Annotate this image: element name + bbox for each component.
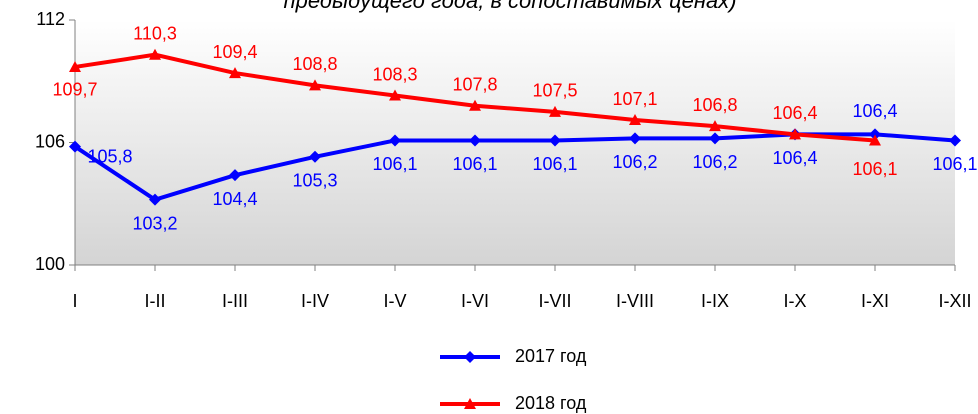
point bbox=[389, 89, 401, 101]
point bbox=[549, 105, 561, 117]
point bbox=[709, 120, 721, 132]
data-label: 104,4 bbox=[212, 189, 257, 209]
point bbox=[469, 134, 481, 147]
data-label: 108,3 bbox=[372, 64, 417, 84]
point bbox=[229, 169, 241, 182]
point bbox=[309, 79, 321, 91]
point bbox=[309, 150, 321, 163]
point bbox=[869, 128, 881, 141]
data-label: 108,8 bbox=[292, 54, 337, 74]
data-label: 107,5 bbox=[532, 81, 577, 101]
y-tick-label: 106 bbox=[35, 131, 65, 151]
point bbox=[869, 134, 881, 146]
x-tick-label: I-III bbox=[222, 291, 248, 311]
x-tick-label: I-XI bbox=[861, 291, 889, 311]
data-label: 107,8 bbox=[452, 75, 497, 95]
point bbox=[389, 134, 401, 147]
data-label: 106,4 bbox=[772, 148, 817, 168]
point bbox=[629, 114, 641, 126]
data-label: 106,1 bbox=[372, 154, 417, 174]
legend-marker bbox=[464, 351, 476, 363]
data-label: 106,8 bbox=[692, 95, 737, 115]
point bbox=[469, 99, 481, 111]
plot-area bbox=[75, 20, 955, 265]
legend-label: 2018 год bbox=[515, 393, 587, 413]
point bbox=[229, 67, 241, 79]
data-label: 109,4 bbox=[212, 42, 257, 62]
data-label: 109,7 bbox=[52, 80, 97, 100]
point bbox=[549, 134, 561, 147]
legend-label: 2017 год bbox=[515, 346, 587, 366]
x-tick-label: I-II bbox=[145, 291, 166, 311]
data-label: 106,1 bbox=[852, 159, 897, 179]
x-tick-label: I-X bbox=[783, 291, 806, 311]
x-tick-label: I-IV bbox=[301, 291, 329, 311]
data-label: 106,1 bbox=[932, 154, 977, 174]
point bbox=[69, 140, 81, 153]
data-label: 103,2 bbox=[132, 213, 177, 233]
point bbox=[949, 134, 961, 147]
data-label: 106,2 bbox=[612, 152, 657, 172]
x-tick-label: I-VI bbox=[461, 291, 489, 311]
data-label: 106,1 bbox=[532, 154, 577, 174]
x-tick-label: I-VIII bbox=[616, 291, 654, 311]
x-tick-label: I bbox=[72, 291, 77, 311]
point bbox=[149, 193, 161, 206]
chart-title: предыдущего года, в сопоставимых ценах) bbox=[283, 0, 736, 13]
x-tick-label: I-IX bbox=[701, 291, 729, 311]
point bbox=[629, 132, 641, 145]
point bbox=[789, 128, 801, 140]
y-tick-label: 112 bbox=[36, 9, 65, 29]
data-label: 110,3 bbox=[133, 23, 177, 43]
data-label: 106,2 bbox=[692, 152, 737, 172]
x-tick-label: I-XII bbox=[938, 291, 971, 311]
data-label: 107,1 bbox=[612, 89, 657, 109]
data-label: 106,4 bbox=[852, 101, 897, 121]
data-label: 106,4 bbox=[772, 103, 817, 123]
point bbox=[149, 48, 161, 60]
y-tick-label: 100 bbox=[35, 254, 65, 274]
x-tick-label: I-V bbox=[383, 291, 406, 311]
data-label: 106,1 bbox=[452, 154, 497, 174]
point bbox=[709, 132, 721, 145]
point bbox=[69, 60, 81, 72]
data-label: 105,8 bbox=[87, 146, 132, 166]
x-tick-label: I-VII bbox=[538, 291, 571, 311]
data-label: 105,3 bbox=[292, 171, 337, 191]
legend-marker bbox=[464, 398, 476, 409]
